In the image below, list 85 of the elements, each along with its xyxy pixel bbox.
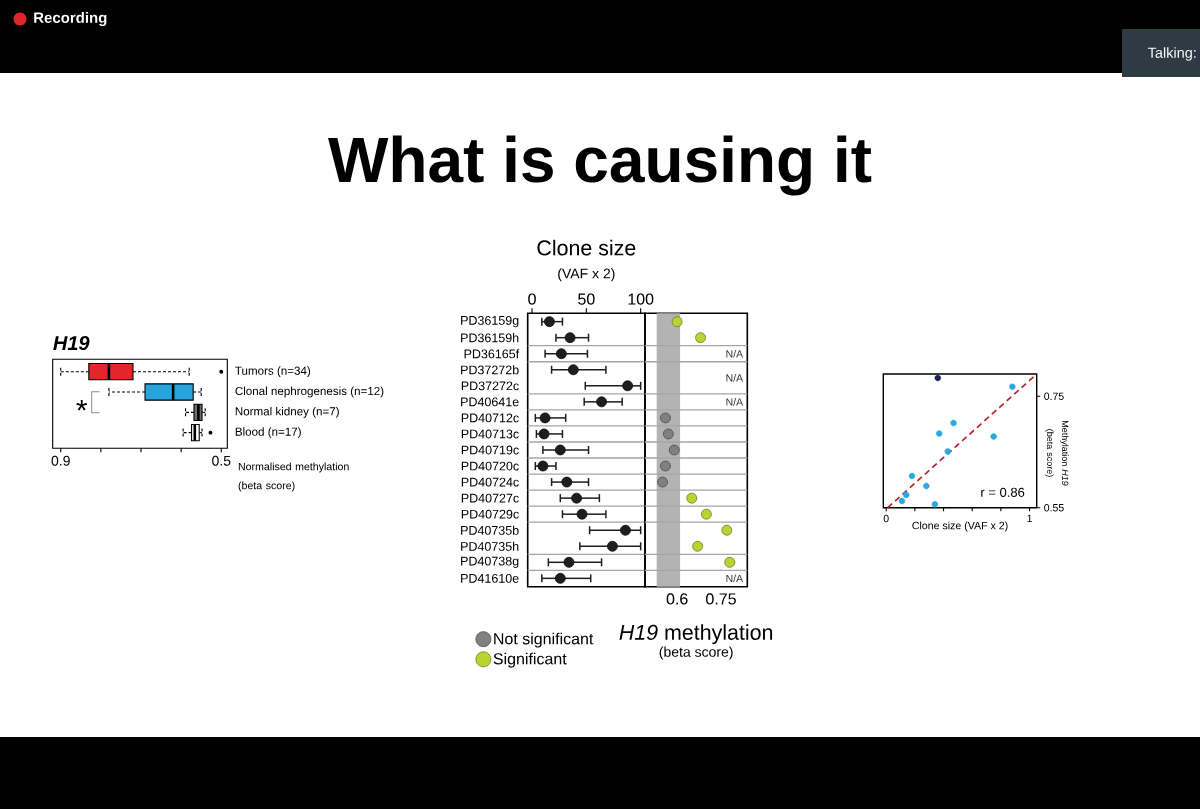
text: (beta score) xyxy=(659,646,733,660)
y-tick-label: PD40727c xyxy=(461,493,519,503)
y-tick-label: PD40735b xyxy=(461,525,519,535)
y-tick-label: PD40724c xyxy=(461,477,519,487)
point xyxy=(555,348,567,360)
y-tick-label: PD37272c xyxy=(461,381,519,391)
y-tick-label: PD37272b xyxy=(461,365,519,375)
y-tick-label: Normal kidney (n=7) xyxy=(235,406,339,418)
y-tick-label: PD40720c xyxy=(461,461,519,471)
y-tick-label: Blood (n=17) xyxy=(235,427,301,439)
point xyxy=(561,476,573,488)
y-tick-label: Clonal nephrogenesis (n=12) xyxy=(235,386,384,398)
text: What is causing it xyxy=(328,135,872,196)
text: Recording xyxy=(34,11,107,27)
annotation: N/A xyxy=(726,349,744,358)
point xyxy=(700,508,712,520)
y-tick-label: PD40713c xyxy=(461,429,519,439)
y-tick-label: PD40735h xyxy=(461,541,519,551)
point xyxy=(724,556,736,568)
point xyxy=(695,332,706,344)
x-tick-label: 1 xyxy=(1027,514,1032,522)
x-tick-label: 0.5 xyxy=(212,455,231,466)
point xyxy=(660,460,671,472)
point xyxy=(539,412,551,424)
x-axis-title: Normalised methylation (beta score) xyxy=(238,462,349,492)
x-axis-title: Clone size (VAF x 2) xyxy=(912,521,1008,532)
y-tick-label: PD40738g xyxy=(461,556,519,568)
point xyxy=(571,492,582,504)
point xyxy=(662,428,674,440)
point xyxy=(721,524,733,536)
annotation: * xyxy=(76,399,88,411)
y-tick-label: PD40719c xyxy=(461,445,519,455)
point xyxy=(1009,383,1016,391)
point xyxy=(563,556,575,568)
y-tick-label: PD36159g xyxy=(461,315,519,328)
point xyxy=(564,332,576,344)
y-tick-label: Tumors (n=34) xyxy=(235,366,311,378)
x-tick-label: 0.9 xyxy=(51,455,70,466)
text: Talking: xyxy=(1147,47,1196,61)
x-tick-label: 100 xyxy=(628,293,654,305)
annotation: N/A xyxy=(726,574,744,583)
y-tick-label: PD36165f xyxy=(464,349,520,359)
annotation: N/A xyxy=(726,373,744,382)
point xyxy=(668,444,680,456)
legend-label: Not significant xyxy=(494,632,594,648)
point xyxy=(990,433,997,440)
point xyxy=(576,508,588,520)
annotation: r = 0.86 xyxy=(981,487,1025,497)
x-axis-title: H19 methylation xyxy=(619,624,773,645)
point xyxy=(944,448,952,455)
point xyxy=(936,430,943,437)
point xyxy=(622,380,634,392)
y-tick-label: 0.55 xyxy=(1044,503,1064,512)
point xyxy=(692,540,704,552)
x-tick-label: 0 xyxy=(883,514,889,523)
x-tick-label: 0.6 xyxy=(666,593,688,605)
point xyxy=(898,497,906,505)
point xyxy=(671,316,683,328)
point xyxy=(660,412,671,424)
y-tick-label: PD36159h xyxy=(461,333,519,343)
chart-title: H19 xyxy=(53,335,90,351)
point xyxy=(596,396,607,408)
legend-label: Significant xyxy=(493,652,567,668)
point xyxy=(567,364,579,376)
point xyxy=(931,501,939,508)
point xyxy=(950,419,957,427)
x-tick-label: 0 xyxy=(528,293,536,305)
point xyxy=(923,482,930,490)
chart-subtitle: (VAF x 2) xyxy=(558,268,615,282)
point xyxy=(934,374,941,382)
y-tick-label: PD40641e xyxy=(461,397,519,407)
x-tick-label: 50 xyxy=(578,293,595,305)
point xyxy=(686,492,698,504)
point xyxy=(903,491,910,499)
point xyxy=(607,540,618,552)
point xyxy=(908,472,916,480)
y-tick-label: PD40712c xyxy=(461,413,519,423)
chart-title: Clone size xyxy=(537,239,636,256)
point xyxy=(554,444,566,456)
point xyxy=(657,476,668,488)
annotation: N/A xyxy=(726,398,744,406)
point xyxy=(620,524,631,536)
point xyxy=(554,572,566,584)
y-tick-label: PD41610e xyxy=(461,573,519,583)
y-tick-label: PD40729c xyxy=(461,509,519,519)
